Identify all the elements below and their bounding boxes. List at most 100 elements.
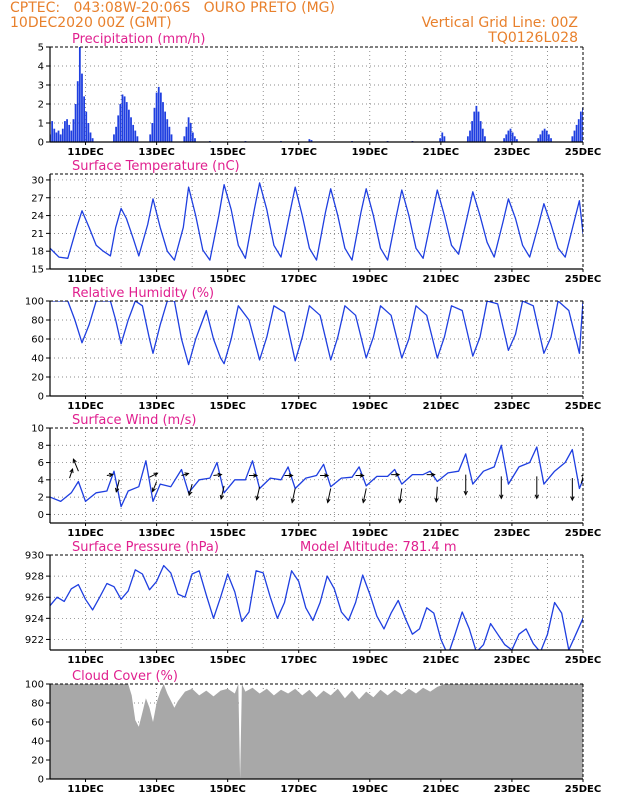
precip-bar: [505, 134, 508, 142]
precip-bar: [61, 128, 64, 142]
precip-bar: [87, 123, 90, 142]
grid: [50, 47, 583, 142]
wind-vector-head: [463, 490, 468, 496]
wind-vector: [152, 481, 158, 492]
header-date: 10DEC2020 00Z (GMT): [10, 15, 172, 31]
x-tick-label: 11DEC: [67, 528, 103, 539]
precip-bar: [507, 130, 510, 142]
series-pressure: [50, 564, 583, 650]
x-tick-label: 23DEC: [494, 274, 530, 285]
x-tick-label: 21DEC: [423, 655, 459, 666]
y-tick-label: 20: [31, 373, 44, 384]
precip-bar: [439, 138, 442, 142]
y-tick-label: 0: [38, 775, 44, 786]
precip-bar: [168, 126, 171, 142]
precip-bar: [159, 92, 162, 142]
panel-temp: Surface Temperature (nC) 15 18 21 24 27 30 11DE…: [31, 159, 601, 285]
header-model-code: TQ0126L028: [487, 30, 578, 46]
x-tick-label: 21DEC: [423, 784, 459, 795]
x-tick-label: 13DEC: [138, 655, 174, 666]
grid: [50, 555, 583, 650]
precip-bar: [149, 134, 152, 142]
y-tick-label: 6: [38, 458, 44, 469]
y-tick-label: 30: [31, 175, 44, 186]
wind-vector: [181, 473, 189, 476]
x-tick-label: 15DEC: [209, 528, 245, 539]
precip-bar: [89, 132, 92, 142]
wind-vector-head: [253, 473, 259, 478]
panel-title: Cloud Cover (%): [72, 669, 178, 684]
precip-bar: [134, 130, 137, 142]
x-tick-label: 25DEC: [565, 655, 601, 666]
series-temp: [50, 182, 583, 261]
wind-vectors: [69, 458, 583, 504]
precip-bar: [132, 124, 135, 142]
y-tick-label: 60: [31, 335, 44, 346]
y-tick-label: 15: [31, 265, 44, 276]
x-tick-label: 11DEC: [67, 401, 103, 412]
precip-bar: [443, 136, 446, 142]
wind-vector-head: [324, 473, 330, 478]
wind-vector-head: [534, 494, 539, 500]
series-precip: [50, 47, 583, 142]
wind-vector: [115, 479, 120, 492]
wind-vector-head: [359, 473, 365, 478]
precip-bar: [191, 132, 194, 142]
x-tick-label: 23DEC: [494, 147, 530, 158]
precip-bar: [577, 119, 580, 142]
x-tick-label: 19DEC: [352, 274, 388, 285]
precip-bar: [194, 138, 196, 142]
y-tick-label: 930: [25, 551, 44, 562]
x-tick-label: 23DEC: [494, 401, 530, 412]
x-tick-label: 25DEC: [565, 528, 601, 539]
precip-bar: [123, 96, 126, 142]
precip-bar: [115, 126, 117, 142]
x-tick-label: 25DEC: [565, 147, 601, 158]
x-tick-label: 21DEC: [423, 528, 459, 539]
precip-bar: [53, 128, 56, 142]
x-tick-label: 17DEC: [281, 784, 317, 795]
x-tick-label: 21DEC: [423, 147, 459, 158]
wind-vector-head: [290, 498, 296, 504]
wind-vector-head: [217, 472, 223, 478]
panel-pressure: Surface Pressure (hPa) Model Altitude: 78…: [25, 540, 601, 666]
x-tick-label: 23DEC: [494, 655, 530, 666]
wind-vector: [149, 472, 158, 478]
x-tick-label: 17DEC: [281, 147, 317, 158]
precip-bar: [117, 115, 120, 142]
header: CPTEC: 043:08W-20:06S OURO PRETO (MG) 10…: [10, 0, 578, 46]
wind-vector: [220, 485, 225, 499]
precip-bar: [83, 96, 86, 142]
precip-bar: [509, 128, 512, 142]
cloud-area: [50, 684, 583, 779]
precip-bar: [541, 130, 544, 142]
x-tick-label: 17DEC: [281, 401, 317, 412]
wind-vector: [72, 458, 79, 472]
precip-bar: [539, 134, 542, 142]
precip-bar: [543, 128, 546, 142]
x-tick-label: 23DEC: [494, 528, 530, 539]
precip-bar: [119, 104, 122, 142]
panel-title: Relative Humidity (%): [72, 286, 214, 301]
x-tick-label: 15DEC: [209, 147, 245, 158]
wind-vector-head: [581, 473, 583, 477]
precip-bar: [66, 119, 68, 142]
y-tick-label: 0: [38, 138, 44, 149]
precip-bar: [469, 130, 471, 142]
series-cloud: [50, 684, 583, 779]
panel-title: Precipitation (mm/h): [72, 32, 205, 47]
y-tick-label: 5: [38, 43, 44, 54]
y-tick-label: 4: [38, 475, 44, 486]
precip-bar: [513, 136, 516, 142]
precip-bar: [162, 102, 164, 142]
y-tick-label: 80: [31, 316, 44, 327]
wind-vector-head: [187, 491, 193, 497]
precip-bar: [78, 47, 81, 142]
y-tick-label: 922: [25, 635, 44, 646]
wind-vector: [362, 488, 367, 503]
precip-bar: [113, 134, 115, 142]
precip-bar: [127, 109, 130, 142]
precip-bar: [51, 121, 54, 142]
precip-bar: [91, 138, 94, 142]
